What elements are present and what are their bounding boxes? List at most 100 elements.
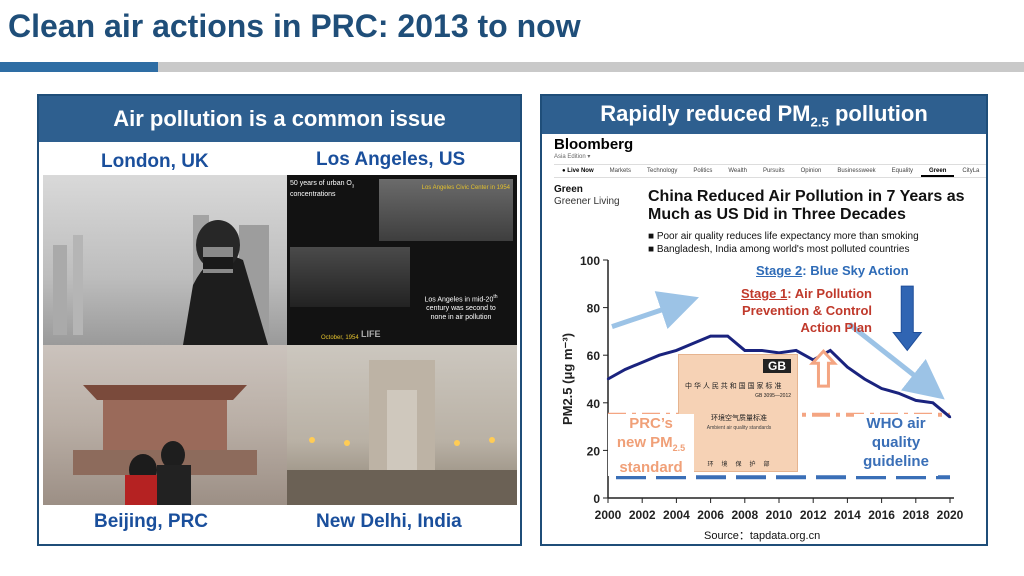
- article-nav-item[interactable]: CityLa: [962, 168, 980, 174]
- right-header-tail: pollution: [828, 101, 928, 126]
- la-haze-photo: [290, 247, 410, 307]
- city-label-beijing: Beijing, PRC: [94, 511, 209, 532]
- pm25-point: [623, 368, 627, 371]
- chart-decorations: [611, 285, 945, 400]
- pm25-point: [606, 377, 610, 381]
- article-nav-item[interactable]: Wealth: [728, 168, 747, 174]
- trend-up-arrow: [611, 291, 699, 330]
- y-tick-label: 0: [593, 492, 600, 506]
- y-tick-label: 60: [587, 349, 601, 363]
- article-snippet: Bloomberg Asia Edition ▾ ● Live Now Marke…: [554, 136, 986, 255]
- la-caption-top-2: concentrations: [290, 191, 336, 199]
- pm25-point: [931, 401, 935, 404]
- x-tick-label: 2016: [868, 508, 895, 522]
- article-nav-item[interactable]: Pursuits: [762, 168, 785, 174]
- pm25-point: [692, 342, 695, 345]
- y-tick-label: 20: [587, 444, 601, 458]
- x-tick-label: 2006: [697, 508, 724, 522]
- chart-series: [606, 334, 952, 419]
- pm25-point: [726, 334, 729, 338]
- article-nav-item[interactable]: ● Live Now: [562, 168, 594, 174]
- city-label-la: Los Angeles, US: [316, 149, 466, 170]
- right-header-sub: 2.5: [810, 114, 829, 130]
- pm25-point: [880, 387, 883, 390]
- la-inset-photo: Los Angeles Civic Center in 1954: [379, 179, 513, 241]
- article-edition: Asia Edition ▾: [554, 154, 591, 160]
- la-caption-bottom: Los Angeles in mid-20: [424, 296, 494, 304]
- beijing-photo-art: [73, 385, 257, 505]
- x-tick-label: 2004: [663, 508, 690, 522]
- delhi-photo-art: [287, 360, 517, 505]
- prc-standard-label: PRC’s new PM2.5 standard: [608, 414, 694, 476]
- x-tick-label: 2014: [834, 508, 861, 522]
- pm25-point: [948, 415, 952, 419]
- x-tick-label: 2000: [595, 508, 622, 522]
- pm25-point: [641, 361, 644, 364]
- y-axis-label: PM2.5 (μg m⁻³): [560, 333, 575, 425]
- gb-doc-name: 环境空气质量标准: [711, 415, 767, 422]
- la-date: October, 1954: [321, 335, 359, 341]
- article-nav-item[interactable]: Green: [921, 165, 955, 177]
- la-inset-label: Los Angeles Civic Center in 1954: [421, 185, 510, 191]
- london-photo: [43, 175, 287, 345]
- pm25-point: [863, 377, 866, 381]
- left-panel-header: Air pollution is a common issue: [39, 96, 520, 142]
- la-brand: LIFE: [361, 329, 381, 339]
- right-header-main: Rapidly reduced PM: [600, 101, 811, 126]
- x-tick-label: 2012: [800, 508, 827, 522]
- la-photo: 50 years of urban O3 concentrations Los …: [287, 175, 517, 345]
- stage1-annotation: Stage 1: Air Pollution Prevention & Cont…: [741, 286, 872, 335]
- x-tick-label: 2010: [766, 508, 793, 522]
- x-tick-label: 2018: [902, 508, 929, 522]
- gb-logo: GB: [763, 359, 791, 373]
- la-caption-sup: th: [493, 294, 498, 300]
- article-bullet-1: ■ Poor air quality reduces life expectan…: [648, 231, 919, 242]
- article-nav-item[interactable]: Technology: [646, 168, 678, 174]
- x-tick-label: 2008: [731, 508, 758, 522]
- article-headline-1: China Reduced Air Pollution in 7 Years a…: [648, 188, 965, 205]
- city-label-london: London, UK: [101, 151, 209, 172]
- pm25-point: [829, 349, 832, 352]
- who-guideline-label: WHO air quality guideline: [854, 414, 938, 476]
- pm25-point: [709, 334, 712, 338]
- la-caption-sub: 3: [351, 183, 355, 189]
- y-tick-label: 100: [580, 254, 600, 268]
- gb-doc-title: 中 华 人 民 共 和 国 国 家 标 准: [685, 383, 782, 390]
- city-label-delhi: New Delhi, India: [316, 511, 462, 532]
- article-nav-item[interactable]: Politics: [693, 168, 713, 174]
- article-section: Green: [554, 184, 583, 195]
- title-divider: [158, 62, 1024, 72]
- la-caption-bottom-2: century was second to: [426, 305, 496, 313]
- la-caption-bottom-3: none in air pollution: [430, 314, 492, 322]
- chart-source: Source：tapdata.org.cn: [704, 530, 821, 542]
- gb-standard-document: GB 中 华 人 民 共 和 国 国 家 标 准 GB 3095—2012 环境…: [678, 354, 798, 472]
- article-bullet-2: ■ Bangladesh, India among world's most p…: [648, 244, 910, 255]
- left-panel: Air pollution is a common issue London, …: [37, 94, 522, 546]
- title-accent-bar: [0, 62, 158, 72]
- article-nav-item[interactable]: Businessweek: [837, 168, 876, 174]
- article-nav-item[interactable]: Equality: [891, 168, 914, 174]
- article-headline-2: Much as US Did in Three Decades: [648, 206, 906, 223]
- gb-doc-footer: 环 境 保 护 部: [707, 462, 771, 468]
- pm25-chart: 0 20 40 60 80 100 2000 2002 2004 2006 2008 2010 2012…: [560, 254, 964, 522]
- stage2-annotation: Stage 2: Blue Sky Action: [756, 263, 909, 278]
- article-brand: Bloomberg: [554, 136, 634, 153]
- pm25-point: [743, 349, 746, 352]
- pm25-point: [760, 349, 764, 352]
- x-tick-label: 2020: [937, 508, 964, 522]
- delhi-photo: [287, 345, 517, 505]
- stage1-up-arrow: [809, 348, 838, 388]
- article-nav-item[interactable]: Opinion: [800, 168, 822, 174]
- right-panel-header: Rapidly reduced PM2.5 pollution: [542, 96, 986, 134]
- stage2-down-arrow: [892, 285, 923, 352]
- pm25-point: [897, 392, 900, 395]
- y-tick-label: 80: [587, 302, 601, 316]
- beijing-photo: [43, 345, 287, 505]
- trend-down-arrow: [847, 322, 945, 400]
- right-panel: Rapidly reduced PM2.5 pollution Bloomber…: [540, 94, 988, 546]
- article-nav-item[interactable]: Markets: [609, 168, 631, 174]
- pm25-point: [675, 349, 678, 352]
- article-nav: ● Live Now Markets Technology Politics Wealt…: [554, 164, 986, 178]
- y-tick-label: 40: [587, 397, 601, 411]
- page-title: Clean air actions in PRC: 2013 to now: [8, 8, 581, 44]
